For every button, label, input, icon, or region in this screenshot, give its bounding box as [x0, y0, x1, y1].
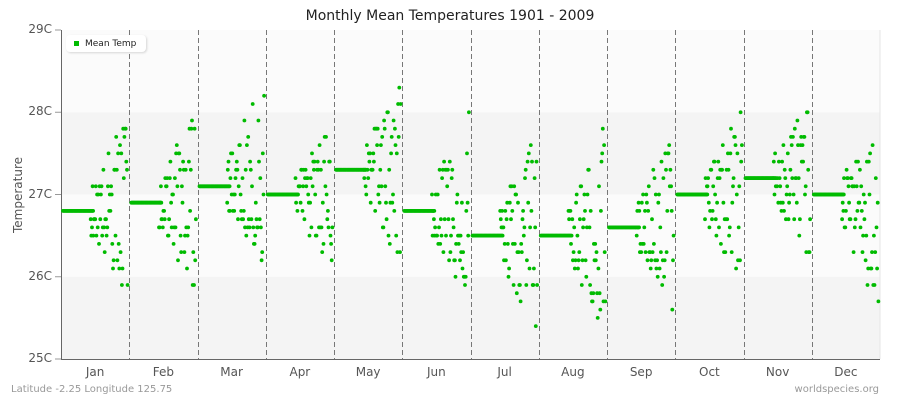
source-label: worldspecies.org	[794, 384, 879, 395]
x-tick-label: Nov	[765, 365, 790, 379]
legend[interactable]: Mean Temp	[66, 35, 147, 52]
x-tick-label: Jan	[85, 365, 105, 379]
x-tick-label: Feb	[152, 365, 174, 379]
y-tick-label: 27C	[28, 186, 52, 201]
x-tick-label: May	[355, 365, 381, 379]
legend-swatch-icon	[74, 41, 79, 46]
y-tick-label: 26C	[28, 268, 52, 283]
x-tick-label: Oct	[699, 365, 720, 379]
grid-band	[61, 112, 880, 195]
x-tick-label: Sep	[629, 365, 653, 379]
y-tick-label: 28C	[28, 104, 52, 119]
x-tick-label: Mar	[220, 365, 243, 379]
location-label: Latitude -2.25 Longitude 125.75	[11, 384, 173, 395]
grid-band	[61, 276, 880, 359]
y-tick-label: 25C	[28, 351, 52, 365]
legend-label: Mean Temp	[85, 38, 137, 49]
y-tick-label: 29C	[28, 22, 52, 36]
chart-title: Monthly Mean Temperatures 1901 - 2009	[305, 8, 595, 24]
x-tick-label: Jul	[497, 365, 512, 379]
x-tick-label: Jun	[427, 365, 446, 379]
grid-band	[61, 30, 880, 113]
x-tick-label: Dec	[834, 365, 858, 379]
grid-band	[61, 194, 880, 277]
x-tick-label: Aug	[561, 365, 585, 379]
x-tick-label: Apr	[289, 365, 311, 379]
